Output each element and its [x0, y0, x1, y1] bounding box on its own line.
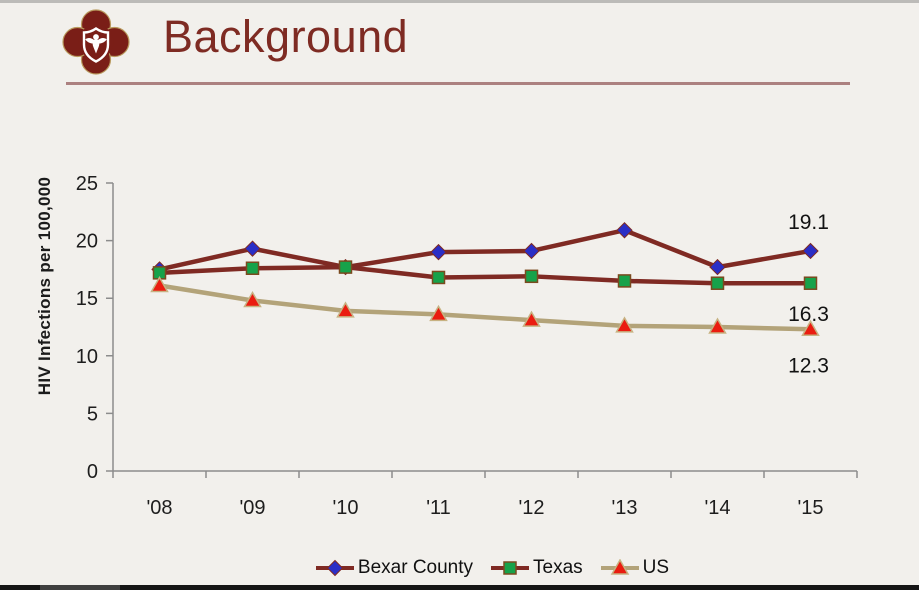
- y-tick-label: 5: [87, 403, 98, 425]
- x-tick-label: '11: [426, 497, 451, 519]
- square-marker-icon: [617, 274, 632, 288]
- legend-marker-bexar-county-icon: [315, 559, 354, 577]
- legend-marker-texas-icon: [491, 561, 530, 575]
- chart-legend: Bexar County Texas US: [32, 557, 919, 579]
- page-title: Background: [163, 11, 409, 62]
- legend-marker-us-icon: [600, 559, 639, 575]
- x-tick-label: '09: [239, 497, 265, 519]
- triangle-marker-icon: [336, 301, 355, 318]
- triangle-marker-icon: [801, 319, 820, 337]
- triangle-marker-icon: [615, 316, 634, 333]
- y-tick-label: 10: [76, 346, 98, 368]
- triangle-marker-icon: [610, 559, 629, 575]
- legend-label-bexar-county: Bexar County: [357, 557, 474, 578]
- triangle-marker-icon: [150, 276, 169, 293]
- square-marker-icon: [503, 561, 517, 575]
- end-value-label-us: 12.3: [788, 354, 829, 377]
- diamond-marker-icon: [244, 240, 261, 257]
- legend-item-us: US: [599, 557, 669, 579]
- diamond-marker-icon: [326, 559, 344, 577]
- square-marker-icon: [524, 269, 539, 284]
- x-tick-label: '12: [518, 497, 544, 519]
- diamond-marker-icon: [802, 242, 819, 260]
- square-marker-icon: [431, 270, 446, 285]
- x-tick-label: '15: [797, 497, 823, 519]
- series-line-us: [157, 283, 813, 332]
- y-tick-label: 15: [76, 288, 98, 310]
- triangle-marker-icon: [243, 290, 262, 308]
- legend-item-bexar-county: Bexar County: [314, 557, 473, 579]
- x-tick-label: '13: [611, 497, 637, 519]
- square-marker-icon: [710, 276, 725, 290]
- triangle-marker-icon: [429, 304, 448, 322]
- square-marker-icon: [803, 276, 818, 290]
- x-tick-label: '14: [704, 497, 730, 519]
- bottom-bar: [0, 585, 919, 590]
- chart-axes: [106, 182, 858, 478]
- diamond-marker-icon: [430, 243, 447, 261]
- quatrefoil-shield-logo-icon: [62, 9, 130, 75]
- line-chart: 0 5 10 15 20 25 '08 '09 '10 '11 '12 '13 '14 '15 19.1 16…: [76, 173, 858, 519]
- end-value-label-texas: 16.3: [788, 303, 829, 326]
- x-tick-label: '08: [146, 497, 172, 519]
- series-line-bexar-county: [157, 227, 813, 272]
- y-tick-label: 20: [76, 231, 98, 253]
- legend-label-us: US: [642, 557, 670, 578]
- bottom-bar-segment: [40, 585, 120, 590]
- legend-label-texas: Texas: [533, 557, 583, 578]
- y-tick-label: 25: [76, 173, 98, 195]
- legend-item-texas: Texas: [489, 557, 583, 579]
- diamond-marker-icon: [616, 222, 633, 239]
- title-rule: [66, 82, 850, 85]
- series-line-texas: [157, 264, 813, 286]
- diamond-marker-icon: [523, 242, 540, 260]
- diamond-marker-icon: [709, 258, 726, 276]
- y-tick-label: 0: [87, 461, 98, 483]
- end-value-label-bexar-county: 19.1: [788, 211, 829, 234]
- square-marker-icon: [245, 261, 260, 275]
- triangle-marker-icon: [522, 310, 541, 327]
- x-tick-label: '10: [332, 497, 358, 519]
- square-marker-icon: [338, 260, 353, 274]
- triangle-marker-icon: [708, 317, 727, 334]
